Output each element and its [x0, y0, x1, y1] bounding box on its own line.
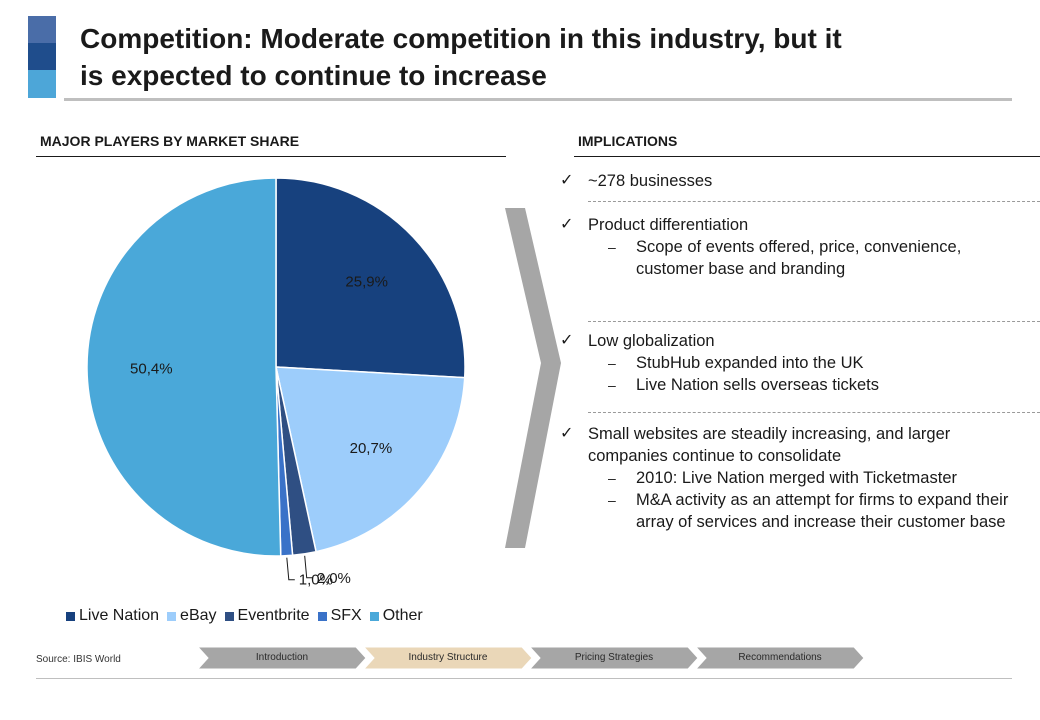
slide-title: Competition: Moderate competition in thi… [80, 20, 1020, 94]
legend-item: eBay [167, 607, 217, 625]
dotted-divider [588, 321, 1040, 322]
pie-slice-ebay [275, 366, 466, 553]
implication-sub-text: StubHub expanded into the UK [636, 354, 864, 372]
implication-item: ✓ Low globalization – StubHub expanded into… [560, 330, 1030, 396]
section-navigation: Introduction Industry Structure Pricing St… [198, 647, 878, 669]
pie-slice-other [86, 177, 282, 557]
right-heading-rule [574, 156, 1040, 157]
pie-leader-line [286, 557, 295, 581]
left-heading-rule [36, 156, 506, 157]
implication-sub-text: M&A activity as an attempt for firms to … [636, 491, 1009, 531]
dotted-divider [588, 412, 1040, 413]
pie-leader-line [304, 555, 313, 579]
checkmark-icon: ✓ [560, 332, 574, 349]
checkmark-icon: ✓ [560, 172, 574, 189]
legend-item: Eventbrite [224, 607, 310, 625]
legend-label: Live Nation [79, 607, 160, 624]
legend-swatch [224, 611, 234, 621]
chart-legend: Live Nation eBay Eventbrite SFX Other [66, 607, 431, 625]
implication-sub-item: – StubHub expanded into the UK [560, 352, 1030, 374]
legend-item: Other [369, 607, 423, 625]
dash-icon: – [608, 492, 616, 508]
implication-sub-text: Scope of events offered, price, convenie… [636, 238, 962, 278]
implication-item: ✓ Product differentiation – Scope of events… [560, 214, 1030, 280]
title-accent-block [28, 70, 56, 98]
implication-text: Product differentiation [588, 216, 749, 234]
pie-data-label: 50,4% [130, 361, 173, 378]
legend-swatch [66, 611, 75, 621]
pie-data-label: 1,0% [299, 572, 333, 589]
nav-step-pricing-strategies[interactable]: Pricing Strategies [530, 647, 698, 669]
checkmark-icon: ✓ [560, 425, 574, 442]
legend-label: Other [382, 607, 423, 624]
implication-sub-text: Live Nation sells overseas tickets [636, 376, 880, 394]
nav-step-industry-structure[interactable]: Industry Structure [364, 647, 532, 669]
market-share-pie-chart: 25,9% 20,7% 2,0%1,0% 50,4% [86, 177, 466, 589]
nav-step-label: Introduction [255, 652, 309, 663]
legend-label: eBay [180, 607, 217, 624]
source-note: Source: IBIS World [36, 654, 121, 665]
title-accent-block [28, 16, 56, 43]
dash-icon: – [608, 355, 616, 371]
pie-data-label: 2,0% [317, 570, 351, 587]
implication-sub-item: – 2010: Live Nation merged with Ticketmas… [560, 467, 1030, 489]
nav-step-label: Industry Structure [408, 652, 488, 663]
implications-heading: IMPLICATIONS [578, 133, 678, 149]
dash-icon: – [608, 239, 616, 255]
legend-item: SFX [317, 607, 362, 625]
title-divider [64, 98, 1012, 101]
chevron-arrow-icon [505, 208, 561, 548]
title-line-2: is expected to continue to increase [80, 60, 547, 91]
implication-item: ✓ ~278 businesses [560, 170, 1030, 192]
nav-step-introduction[interactable]: Introduction [198, 647, 366, 669]
implication-sub-item: – M&A activity as an attempt for firms to… [560, 489, 1030, 533]
nav-step-recommendations[interactable]: Recommendations [696, 647, 864, 669]
checkmark-icon: ✓ [560, 216, 574, 233]
implication-sub-item: – Scope of events offered, price, conveni… [560, 236, 1030, 280]
legend-item: Live Nation [66, 607, 159, 625]
dotted-divider [588, 201, 1040, 202]
title-line-1: Competition: Moderate competition in thi… [80, 23, 842, 54]
implication-sub-text: 2010: Live Nation merged with Ticketmast… [636, 469, 957, 487]
implication-item: ✓ Small websites are steadily increasing,… [560, 423, 1030, 533]
pie-data-label: 20,7% [350, 440, 393, 457]
nav-step-label: Pricing Strategies [574, 652, 654, 663]
nav-step-label: Recommendations [738, 652, 822, 663]
title-accent-block [28, 43, 56, 70]
implication-text: Small websites are steadily increasing, … [588, 425, 951, 465]
pie-data-label: 25,9% [345, 273, 388, 290]
implication-sub-item: – Live Nation sells overseas tickets [560, 374, 1030, 396]
implication-text: Low globalization [588, 332, 715, 350]
legend-label: SFX [330, 607, 362, 624]
dash-icon: – [608, 470, 616, 486]
implication-text: ~278 businesses [588, 172, 713, 190]
footer-divider [36, 678, 1012, 679]
legend-swatch [369, 611, 379, 621]
legend-swatch [317, 611, 327, 621]
dash-icon: – [608, 377, 616, 393]
legend-label: Eventbrite [237, 607, 310, 624]
legend-swatch [167, 611, 177, 621]
pie-slice-live-nation [275, 177, 466, 379]
market-share-heading: MAJOR PLAYERS BY MARKET SHARE [40, 133, 300, 149]
